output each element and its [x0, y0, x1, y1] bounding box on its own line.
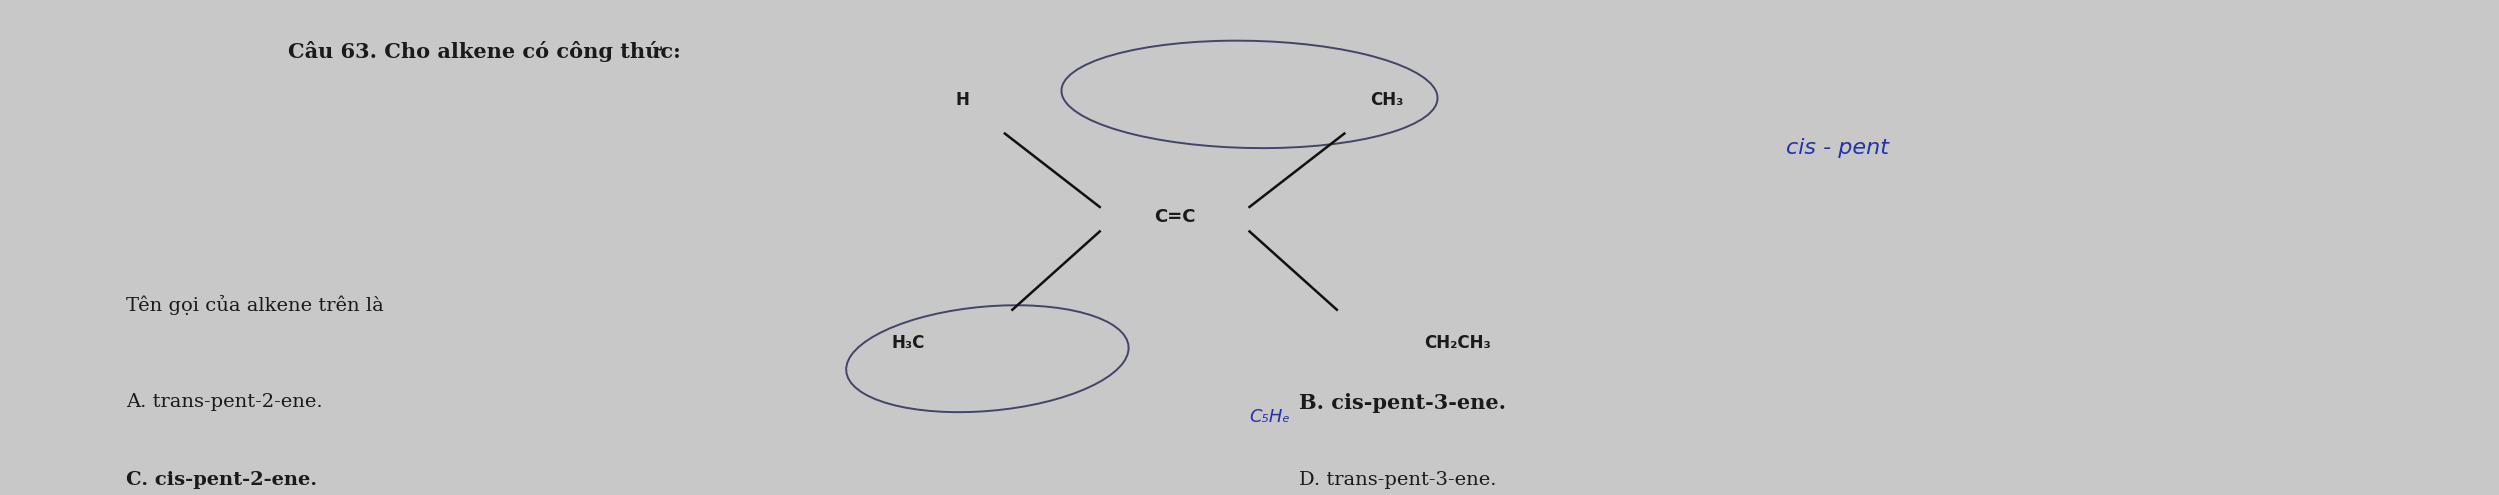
Text: D. trans-pent-3-ene.: D. trans-pent-3-ene.: [1299, 471, 1497, 489]
Text: Câu 63. Cho alkene có công thức:: Câu 63. Cho alkene có công thức:: [287, 41, 682, 61]
Text: H₃C: H₃C: [892, 334, 925, 352]
Text: CH₂CH₃: CH₂CH₃: [1424, 334, 1492, 352]
Text: C₅Hₑ: C₅Hₑ: [1250, 408, 1289, 426]
Text: B. cis-pent-3-ene.: B. cis-pent-3-ene.: [1299, 393, 1507, 413]
Text: H: H: [955, 91, 970, 109]
Text: cis - pent: cis - pent: [1787, 139, 1889, 158]
Text: Tên gọi của alkene trên là: Tên gọi của alkene trên là: [127, 295, 385, 315]
Text: A. trans-pent-2-ene.: A. trans-pent-2-ene.: [127, 393, 322, 411]
Text: C=C: C=C: [1155, 208, 1195, 226]
Text: C. cis-pent-2-ene.: C. cis-pent-2-ene.: [127, 471, 317, 489]
Text: CH₃: CH₃: [1369, 91, 1404, 109]
